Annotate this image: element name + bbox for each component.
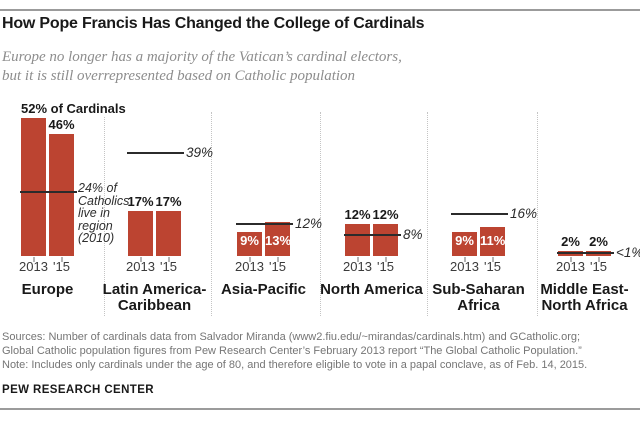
bar-2015-asia-pacific bbox=[265, 221, 290, 256]
bar-value-2015-europe: 46% bbox=[48, 116, 75, 132]
year-label-2013-north-america: 2013 bbox=[343, 259, 372, 274]
year-label-2015-latin-america-caribbean: '15 bbox=[160, 259, 177, 274]
region-label-europe: Europe bbox=[21, 281, 74, 298]
source-line-3: Note: Includes only cardinals under the … bbox=[2, 359, 588, 371]
region-label-latin-america-caribbean: Latin America- Caribbean bbox=[102, 281, 207, 314]
year-label-2015-sub-saharan-africa: '15 bbox=[484, 259, 501, 274]
year-label-2015-north-america: '15 bbox=[377, 259, 394, 274]
bar-value-2015-latin-america-caribbean: 17% bbox=[155, 193, 182, 209]
axis-tick-2015-europe bbox=[60, 257, 63, 262]
catholic-share-line-europe bbox=[20, 191, 77, 194]
panel-separator bbox=[104, 112, 105, 316]
catholic-share-label-europe: 24% of Catholics live in region (2010) bbox=[78, 181, 130, 245]
bar-value-2013-asia-pacific: 9% bbox=[240, 233, 259, 249]
panel-separator bbox=[320, 112, 321, 316]
bar-2013-sub-saharan-africa bbox=[452, 232, 477, 256]
axis-tick-2013-europe bbox=[32, 257, 35, 262]
bar-value-2015-middle-east-north-africa: 2% bbox=[589, 233, 608, 249]
catholic-share-label-asia-pacific: 12% bbox=[295, 216, 323, 232]
year-label-2013-latin-america-caribbean: 2013 bbox=[126, 259, 155, 274]
region-label-north-america: North America bbox=[320, 281, 423, 298]
bar-value-2015-sub-saharan-africa: 11% bbox=[480, 233, 506, 249]
chart-subtitle: Europe no longer has a majority of the V… bbox=[2, 48, 402, 86]
catholic-share-line-north-america bbox=[344, 233, 401, 236]
bottom-rule bbox=[0, 408, 640, 410]
subtitle-line-1: Europe no longer has a majority of the V… bbox=[2, 49, 402, 65]
axis-tick-2015-latin-america-caribbean bbox=[167, 257, 170, 262]
region-label-sub-saharan-africa: Sub-Saharan Africa bbox=[432, 281, 525, 314]
bar-2015-europe bbox=[49, 133, 74, 256]
axis-tick-2015-north-america bbox=[384, 257, 387, 262]
year-label-2015-middle-east-north-africa: '15 bbox=[590, 259, 607, 274]
chart-title: How Pope Francis Has Changed the College… bbox=[2, 15, 425, 32]
panel-separator bbox=[427, 112, 428, 316]
bar-value-2013-middle-east-north-africa: 2% bbox=[561, 233, 580, 249]
bar-2013-europe bbox=[21, 117, 46, 256]
axis-tick-2015-sub-saharan-africa bbox=[491, 257, 494, 262]
catholic-share-label-sub-saharan-africa: 16% bbox=[510, 205, 538, 221]
subtitle-line-2: but it is still overrepresented based on… bbox=[2, 68, 356, 84]
axis-tick-2015-asia-pacific bbox=[276, 257, 279, 262]
bar-value-2013-europe: 52% of Cardinals bbox=[21, 100, 129, 116]
axis-tick-2013-north-america bbox=[356, 257, 359, 262]
source-note: Sources: Number of cardinals data from S… bbox=[2, 330, 587, 372]
pew-research-center-wordmark: PEW RESEARCH CENTER bbox=[2, 384, 155, 396]
catholic-share-label-latin-america-caribbean: 39% bbox=[186, 144, 214, 160]
axis-tick-2013-asia-pacific bbox=[248, 257, 251, 262]
year-label-2015-europe: '15 bbox=[53, 259, 70, 274]
year-label-2013-europe: 2013 bbox=[19, 259, 48, 274]
axis-tick-2013-sub-saharan-africa bbox=[463, 257, 466, 262]
bar-2015-north-america bbox=[373, 224, 398, 256]
catholic-share-line-middle-east-north-africa bbox=[557, 252, 614, 255]
bar-value-2015-asia-pacific: 13% bbox=[265, 233, 292, 249]
bar-2015-latin-america-caribbean bbox=[156, 210, 181, 256]
region-label-middle-east-north-africa: Middle East- North Africa bbox=[540, 281, 629, 314]
catholic-share-label-north-america: 8% bbox=[403, 226, 423, 242]
catholic-share-line-sub-saharan-africa bbox=[451, 212, 508, 215]
bar-value-2013-sub-saharan-africa: 9% bbox=[455, 233, 474, 249]
axis-tick-2013-middle-east-north-africa bbox=[569, 257, 572, 262]
panel-separator bbox=[537, 112, 538, 316]
year-label-2013-middle-east-north-africa: 2013 bbox=[556, 259, 585, 274]
bar-2013-asia-pacific bbox=[237, 232, 262, 256]
bar-value-2015-north-america: 12% bbox=[372, 207, 399, 223]
catholic-share-line-asia-pacific bbox=[236, 223, 293, 226]
region-label-asia-pacific: Asia-Pacific bbox=[220, 281, 307, 298]
bar-value-2013-north-america: 12% bbox=[344, 207, 371, 223]
bar-value-2013-latin-america-caribbean: 17% bbox=[127, 193, 154, 209]
year-label-2013-sub-saharan-africa: 2013 bbox=[450, 259, 479, 274]
catholic-share-line-latin-america-caribbean bbox=[127, 151, 184, 154]
source-line-1: Sources: Number of cardinals data from S… bbox=[2, 331, 581, 343]
bar-chart: 24% of Catholics live in region (2010) 52… bbox=[0, 100, 640, 320]
year-label-2013-asia-pacific: 2013 bbox=[235, 259, 264, 274]
bar-2013-latin-america-caribbean bbox=[128, 210, 153, 256]
catholic-share-label-middle-east-north-africa: <1% bbox=[616, 245, 640, 261]
bar-2015-sub-saharan-africa bbox=[480, 226, 505, 256]
axis-tick-2015-middle-east-north-africa bbox=[597, 257, 600, 262]
axis-tick-2013-latin-america-caribbean bbox=[139, 257, 142, 262]
panel-separator bbox=[211, 112, 212, 316]
year-label-2015-asia-pacific: '15 bbox=[269, 259, 286, 274]
top-rule bbox=[0, 9, 640, 11]
bar-2013-north-america bbox=[345, 224, 370, 256]
source-line-2: Global Catholic population figures from … bbox=[2, 345, 582, 357]
